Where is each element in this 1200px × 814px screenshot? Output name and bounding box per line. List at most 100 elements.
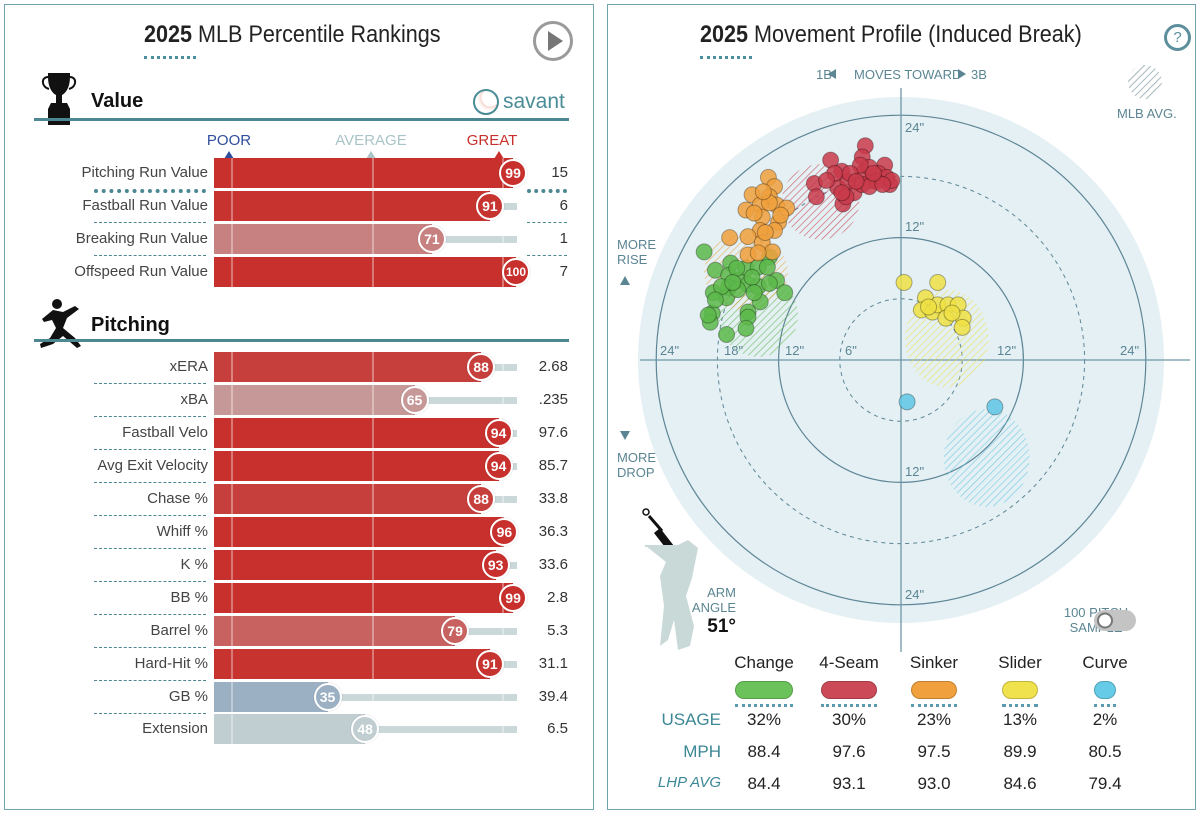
scale-gridline xyxy=(231,385,233,415)
play-icon xyxy=(547,31,563,51)
more-drop-label: DROP xyxy=(617,465,655,480)
pitch-point-change xyxy=(745,283,763,301)
pitch-color-swatch[interactable] xyxy=(821,681,877,699)
title-underline xyxy=(700,56,752,59)
ring-label: 24" xyxy=(905,120,924,135)
scale-average: AVERAGE xyxy=(335,132,407,149)
pitch-mph: 89.9 xyxy=(1003,742,1037,761)
scale-gridline xyxy=(372,385,374,415)
metric-value: 15 xyxy=(551,164,568,181)
metric-value: 2.68 xyxy=(538,358,568,375)
pitch-point-4-seam xyxy=(817,171,835,189)
scale-gridline xyxy=(231,418,233,448)
row-separator xyxy=(94,189,206,193)
title-underline xyxy=(144,56,196,59)
pitch-point-curve xyxy=(898,392,916,410)
metric-value: 85.7 xyxy=(538,457,568,474)
pitch-usage: 2% xyxy=(1092,710,1118,729)
pitch-point-sinker xyxy=(754,182,772,200)
pitch-color-swatch[interactable] xyxy=(1094,681,1116,699)
ring-label: 6" xyxy=(845,343,857,358)
pitch-name: Sinker xyxy=(909,653,959,672)
lhp-avg-label: LHP AVG xyxy=(657,774,721,791)
baseball-icon xyxy=(473,89,499,115)
pitch-point-change xyxy=(695,242,713,260)
pitch-lhp-avg: 93.0 xyxy=(917,774,951,793)
pitch-point-change xyxy=(723,273,741,291)
percentile-badge: 79 xyxy=(441,617,470,645)
pitch-name: Change xyxy=(734,653,794,672)
ring-label: 24" xyxy=(660,343,679,358)
scale-gridline xyxy=(231,682,233,712)
pitch-point-change xyxy=(727,259,745,277)
swatch-underline xyxy=(1094,704,1116,707)
scale-gridline xyxy=(502,682,504,712)
pitch-point-slider xyxy=(928,273,946,291)
pitch-point-sinker xyxy=(771,206,789,224)
row-separator xyxy=(527,222,567,223)
moves-toward-1b: 1B xyxy=(816,67,832,82)
percentile-badge: 100 xyxy=(502,258,530,286)
section-title-pitching: Pitching xyxy=(91,314,170,336)
swatch-underline xyxy=(1002,704,1038,707)
metric-label: Avg Exit Velocity xyxy=(97,457,208,474)
pitch-point-curve xyxy=(985,397,1003,415)
pitch-name: Slider xyxy=(998,653,1042,672)
row-separator xyxy=(94,614,206,615)
pitch-color-swatch[interactable] xyxy=(911,681,957,699)
play-button[interactable] xyxy=(533,21,573,61)
percentile-badge: 99 xyxy=(499,159,528,187)
ring-label: 24" xyxy=(905,587,924,602)
pitch-point-4-seam xyxy=(807,187,825,205)
section-divider xyxy=(34,118,569,121)
pitch-mph: 80.5 xyxy=(1088,742,1122,761)
percentile-bar xyxy=(214,714,366,744)
arrow-up-icon xyxy=(619,275,630,285)
movement-chart: 24" 18" 12" 6" 12" 24" 24" 12" 12" 24" 1… xyxy=(617,64,1190,652)
savant-logo[interactable]: savant xyxy=(473,89,565,115)
row-separator xyxy=(527,189,567,193)
metric-label: K % xyxy=(180,556,208,573)
metric-value: 97.6 xyxy=(538,424,568,441)
scale-gridline xyxy=(372,191,374,221)
metric-label: Chase % xyxy=(147,490,208,507)
scale-gridline xyxy=(231,257,233,287)
scale-poor: POOR xyxy=(206,132,252,149)
usage-label: USAGE xyxy=(661,710,721,729)
section-divider xyxy=(34,339,569,342)
metric-label: xBA xyxy=(180,391,208,408)
pitch-color-swatch[interactable] xyxy=(735,681,793,699)
metric-label: Pitching Run Value xyxy=(81,164,208,181)
row-separator xyxy=(94,222,206,223)
percentile-badge: 65 xyxy=(400,386,429,414)
pitch-point-sinker xyxy=(745,204,763,222)
percentile-bar xyxy=(214,550,496,580)
percentile-bar xyxy=(214,649,490,679)
scale-gridline xyxy=(372,484,374,514)
pitch-lhp-avg: 84.6 xyxy=(1003,774,1037,793)
more-rise-label: RISE xyxy=(617,252,648,267)
help-button[interactable]: ? xyxy=(1164,24,1191,51)
moves-toward-3b: 3B xyxy=(971,67,987,82)
percentile-badge: 94 xyxy=(484,452,513,480)
scale-gridline xyxy=(372,451,374,481)
scale-gridline xyxy=(231,649,233,679)
percentile-badge: 93 xyxy=(481,551,510,579)
row-separator xyxy=(94,416,206,417)
scale-gridline xyxy=(231,158,233,188)
page-title: 2025 MLB Percentile Rankings xyxy=(144,21,441,48)
percentile-bar xyxy=(214,517,505,547)
scale-gridline xyxy=(372,583,374,613)
metric-value: 36.3 xyxy=(538,523,568,540)
pitch-color-swatch[interactable] xyxy=(1002,681,1038,699)
percentile-badge: 48 xyxy=(351,715,380,743)
moves-toward-label: MOVES TOWARD xyxy=(854,67,961,82)
scale-gridline xyxy=(231,352,233,382)
pitch-point-change xyxy=(706,290,724,308)
pitcher-icon xyxy=(40,299,81,348)
sample-toggle[interactable] xyxy=(1093,609,1136,631)
metric-value: .235 xyxy=(538,391,568,408)
percentile-track xyxy=(327,694,517,701)
scale-gridline xyxy=(231,583,233,613)
metric-value: 6 xyxy=(559,197,568,214)
